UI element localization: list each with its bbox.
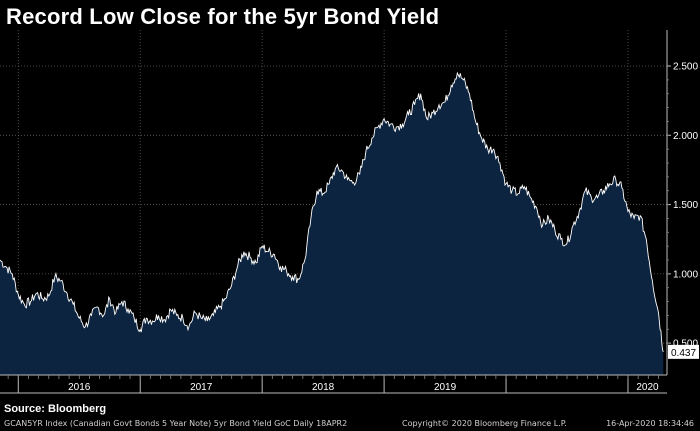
x-tick-label: 2017: [190, 382, 213, 393]
y-tick-label: 1.500: [673, 200, 698, 211]
y-tick-label: 1.000: [673, 269, 698, 280]
x-axis: 201520162017201820192020: [0, 375, 667, 394]
x-tick-label: 2019: [434, 382, 457, 393]
footer-index-description: GCAN5YR Index (Canadian Govt Bonds 5 Yea…: [4, 419, 348, 428]
footer-copyright: Copyright© 2020 Bloomberg Finance L.P.: [402, 419, 567, 428]
x-tick-label: 2020: [636, 382, 659, 393]
y-tick-label: 2.000: [673, 131, 698, 142]
x-tick-label: 2018: [312, 382, 335, 393]
yield-area: [0, 73, 664, 375]
last-value-box: [668, 344, 699, 359]
x-tick-label: 2016: [68, 382, 91, 393]
yield-line: [0, 71, 664, 353]
last-value-marker: 0.437: [668, 344, 699, 359]
y-tick-label: 0.500: [673, 339, 698, 350]
y-axis: 0.500 1.000 1.500 2.000 2.500: [667, 62, 698, 350]
chart-title: Record Low Close for the 5yr Bond Yield: [6, 4, 440, 29]
footer-timestamp: 16-Apr-2020 18:34:46: [606, 419, 694, 428]
source-label: Source: Bloomberg: [4, 403, 107, 415]
y-tick-label: 2.500: [673, 62, 698, 73]
last-value-label: 0.437: [671, 348, 696, 359]
